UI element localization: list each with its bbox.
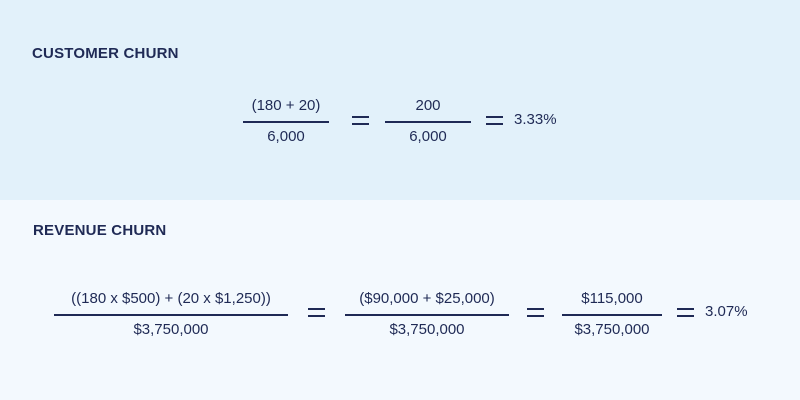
customer-churn-fraction-2: 200 6,000 [385, 97, 471, 147]
fraction-bar [54, 314, 288, 316]
customer-churn-numerator-1: (180 + 20) [251, 97, 321, 114]
customer-churn-numerator-2: 200 [415, 97, 441, 114]
customer-churn-fraction-1: (180 + 20) 6,000 [243, 97, 329, 147]
revenue-churn-denominator-1: $3,750,000 [133, 321, 209, 338]
fraction-bar [345, 314, 509, 316]
fraction-bar [243, 121, 329, 123]
revenue-churn-fraction-3: $115,000 $3,750,000 [562, 290, 662, 340]
revenue-churn-denominator-3: $3,750,000 [574, 321, 650, 338]
customer-churn-denominator-2: 6,000 [409, 128, 447, 145]
fraction-bar [562, 314, 662, 316]
fraction-bar [385, 121, 471, 123]
revenue-churn-denominator-2: $3,750,000 [389, 321, 465, 338]
revenue-churn-numerator-1: ((180 x $500) + (20 x $1,250)) [71, 290, 271, 307]
revenue-churn-numerator-3: $115,000 [581, 290, 643, 307]
equals-sign [352, 116, 369, 125]
revenue-churn-numerator-2: ($90,000 + $25,000) [359, 290, 495, 307]
customer-churn-section: CUSTOMER CHURN (180 + 20) 6,000 200 6,00… [0, 0, 800, 200]
revenue-churn-heading: REVENUE CHURN [33, 222, 167, 239]
customer-churn-result: 3.33% [514, 111, 557, 128]
revenue-churn-fraction-2: ($90,000 + $25,000) $3,750,000 [345, 290, 509, 340]
revenue-churn-result: 3.07% [705, 303, 748, 320]
customer-churn-heading: CUSTOMER CHURN [32, 45, 179, 62]
equals-sign [527, 308, 544, 317]
customer-churn-denominator-1: 6,000 [267, 128, 305, 145]
equals-sign [308, 308, 325, 317]
revenue-churn-fraction-1: ((180 x $500) + (20 x $1,250)) $3,750,00… [54, 290, 288, 340]
revenue-churn-section: REVENUE CHURN ((180 x $500) + (20 x $1,2… [0, 200, 800, 400]
equals-sign [677, 308, 694, 317]
equals-sign [486, 116, 503, 125]
